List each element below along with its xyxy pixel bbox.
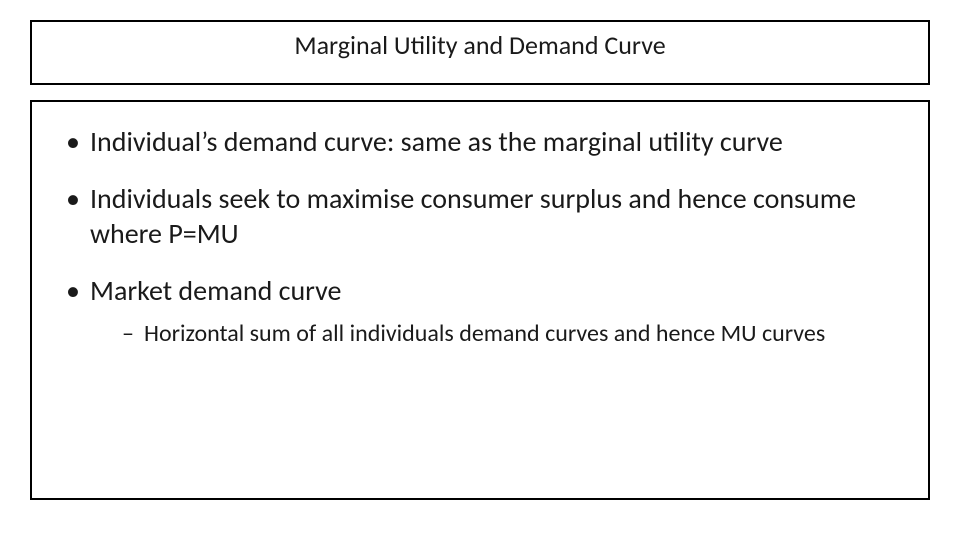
list-item: Individual’s demand curve: same as the m…: [60, 124, 900, 159]
list-item: Individuals seek to maximise consumer su…: [60, 181, 900, 251]
bullet-list: Individual’s demand curve: same as the m…: [60, 124, 900, 349]
list-item: Market demand curve Horizontal sum of al…: [60, 273, 900, 349]
sub-bullet-text: Horizontal sum of all individuals demand…: [144, 319, 825, 348]
bullet-text: Market demand curve: [90, 273, 341, 308]
slide-title: Marginal Utility and Demand Curve: [294, 29, 665, 61]
title-box: Marginal Utility and Demand Curve: [30, 20, 930, 85]
body-box: Individual’s demand curve: same as the m…: [30, 100, 930, 500]
bullet-text: Individual’s demand curve: same as the m…: [90, 124, 783, 159]
bullet-text: Individuals seek to maximise consumer su…: [90, 181, 856, 251]
slide: Marginal Utility and Demand Curve Indivi…: [0, 0, 960, 540]
list-item: Horizontal sum of all individuals demand…: [120, 318, 900, 349]
sub-bullet-list: Horizontal sum of all individuals demand…: [90, 318, 900, 349]
